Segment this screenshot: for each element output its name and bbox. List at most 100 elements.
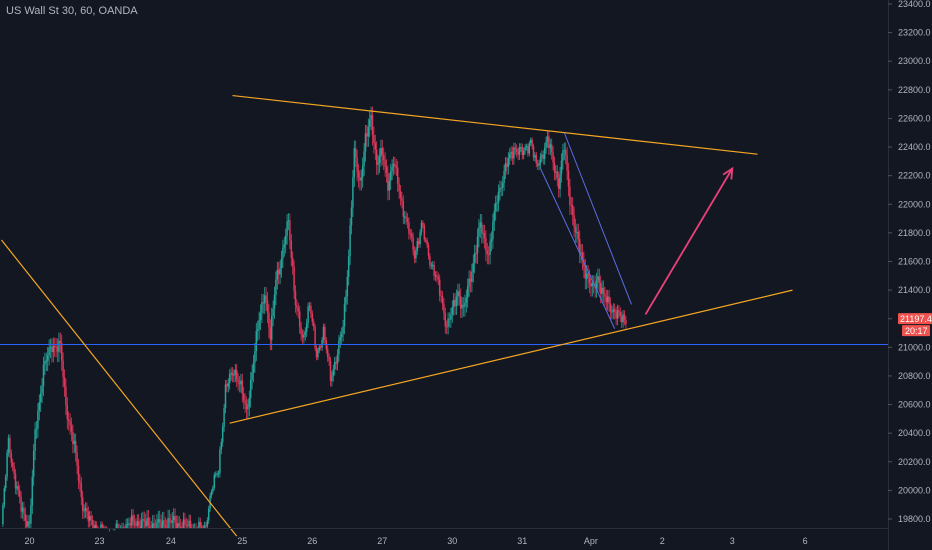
candle-body [289,220,291,241]
candle-body [574,226,577,233]
candle-body [55,346,57,348]
candle-body [305,323,308,332]
candle-body [587,273,589,278]
candle-body [564,150,567,155]
candle-body [408,222,410,234]
candle-body [137,521,140,526]
price-tick-label: 21800.0 [898,228,931,238]
candle-body [287,220,290,222]
candle-body [464,302,466,307]
candle-body [188,520,190,527]
candle-body [597,276,599,281]
candle-body [62,360,64,378]
candle-body [409,233,412,235]
price-tick-label: 22400.0 [898,142,931,152]
candle-body [125,524,127,528]
candle-body [543,147,546,159]
candle-body [433,264,435,276]
candle-body [363,151,365,166]
candle-body [335,361,337,364]
candle-body [434,275,437,277]
candle-body [604,293,606,297]
candle-body [212,487,214,492]
candle-body [458,291,461,297]
candle-body [151,523,154,528]
candle-body [94,525,97,528]
candle-body [263,295,266,304]
candle-body [207,508,210,521]
price-tick-label: 21400.0 [898,285,931,295]
candle-body [291,257,294,267]
drawings-layer[interactable] [0,94,888,537]
candle-body [74,440,77,453]
candle-body [262,302,265,304]
candle-body [251,372,253,380]
time-tick-label: 24 [166,536,176,546]
candle-body [469,278,472,283]
candle-body [613,309,616,313]
candle-body [72,431,74,445]
candle-body [419,232,421,245]
candle-body [160,522,162,528]
candle-body [81,497,84,512]
candle-body [116,523,119,528]
time-tick-label: Apr [584,536,598,546]
candle-body [349,225,351,257]
candle-body [482,233,484,235]
candle-body [13,466,15,474]
candle-body [132,515,134,522]
candle-body [466,286,469,298]
candle-body [622,314,624,323]
candle-body [479,222,482,228]
candle-body [437,277,440,280]
candle-body [203,525,206,528]
candle-body [584,267,587,279]
candle-body [322,326,325,340]
candle-body [133,521,136,526]
candle-body [490,239,493,242]
candle-body [364,133,367,152]
candle-body [268,312,270,328]
time-axis[interactable]: 20 23 24 25 26 27 30 31 Apr 2 3 6 [0,528,888,547]
candle-body [284,235,287,245]
candle-body [609,303,612,312]
candle-body [329,360,332,382]
candle-body [95,525,98,528]
candle-body [347,256,350,277]
candle-body [90,516,92,520]
candle-body [328,357,330,361]
candle-body [300,327,302,335]
candle-body [515,148,518,152]
candle-body [580,252,582,254]
candle-body [333,361,336,370]
candle-body [472,262,475,272]
candle-body [578,238,581,253]
candle-body [532,146,535,158]
symbol-title[interactable]: US Wall St 30, 60, OANDA [6,5,138,17]
candle-body [174,516,176,524]
candle-body [611,311,613,313]
price-tick-label: 22600.0 [898,113,931,123]
candle-body [49,346,52,348]
candle-body [129,523,132,526]
candle-body [46,355,49,361]
candle-body [527,146,529,154]
candle-body [9,437,11,454]
price-tick-label: 21600.0 [898,257,931,267]
candle-body [494,203,497,212]
candle-body [136,521,139,526]
candle-body [352,177,354,208]
price-tick-label: 23200.0 [898,28,931,38]
candle-body [226,384,228,387]
candle-body [345,296,347,304]
candle-body [17,486,20,491]
candle-body [304,331,307,335]
candle-body [524,147,526,151]
candle-body [179,526,182,528]
candle-body [480,222,483,234]
candle-body [24,513,27,522]
candle-body [69,420,71,426]
candle-body [581,252,584,260]
candle-body [517,151,519,155]
